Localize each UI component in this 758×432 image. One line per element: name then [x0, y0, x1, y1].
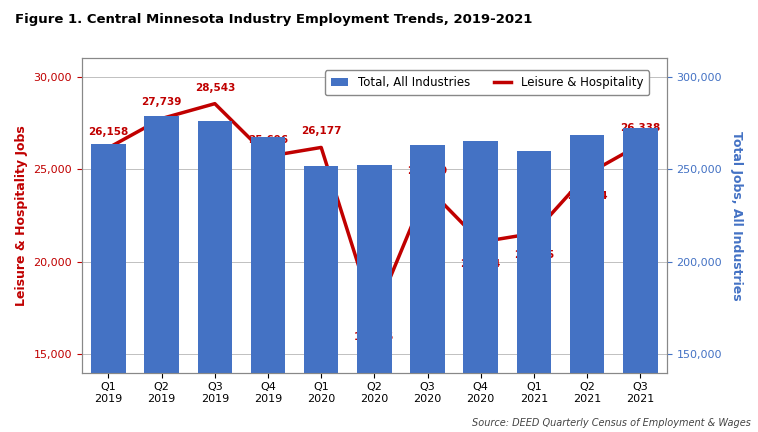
Bar	[517, 151, 551, 432]
Y-axis label: Total Jobs, All Industries: Total Jobs, All Industries	[730, 130, 743, 300]
Leisure & Hospitality	[104, 145, 113, 150]
Leisure & Hospitality	[370, 313, 379, 318]
Legend: Total, All Industries, Leisure & Hospitality: Total, All Industries, Leisure & Hospita…	[324, 70, 649, 95]
Leisure & Hospitality	[157, 116, 166, 121]
Leisure & Hospitality	[210, 101, 219, 106]
Bar	[357, 165, 392, 432]
Bar	[144, 117, 179, 432]
Y-axis label: Leisure & Hospitality Jobs: Leisure & Hospitality Jobs	[15, 125, 28, 306]
Bar	[623, 127, 657, 432]
Leisure & Hospitality	[529, 231, 538, 236]
Text: 26,158: 26,158	[89, 127, 129, 137]
Text: 27,739: 27,739	[142, 98, 182, 108]
Leisure & Hospitality	[317, 145, 326, 150]
Text: 24,009: 24,009	[407, 166, 448, 176]
Text: Figure 1. Central Minnesota Industry Employment Trends, 2019-2021: Figure 1. Central Minnesota Industry Emp…	[15, 13, 533, 26]
Leisure & Hospitality	[264, 154, 273, 159]
Text: Source: DEED Quarterly Census of Employment & Wages: Source: DEED Quarterly Census of Employm…	[471, 418, 750, 428]
Bar	[198, 121, 232, 432]
Bar	[304, 166, 339, 432]
Leisure & Hospitality	[582, 172, 591, 177]
Leisure & Hospitality	[476, 239, 485, 245]
Text: 24,724: 24,724	[567, 191, 607, 201]
Bar	[251, 137, 285, 432]
Text: 25,696: 25,696	[248, 135, 288, 145]
Line: Leisure & Hospitality: Leisure & Hospitality	[108, 104, 641, 316]
Text: 28,543: 28,543	[195, 83, 235, 92]
Leisure & Hospitality	[423, 185, 432, 190]
Bar	[410, 145, 445, 432]
Bar	[570, 135, 604, 432]
Bar	[91, 144, 126, 432]
Text: 21,064: 21,064	[461, 259, 501, 269]
Text: 17,085: 17,085	[354, 332, 395, 342]
Text: 21,535: 21,535	[514, 250, 554, 260]
Text: 26,177: 26,177	[301, 126, 341, 137]
Bar	[463, 140, 498, 432]
Text: 26,338: 26,338	[620, 124, 660, 133]
Leisure & Hospitality	[636, 142, 645, 147]
